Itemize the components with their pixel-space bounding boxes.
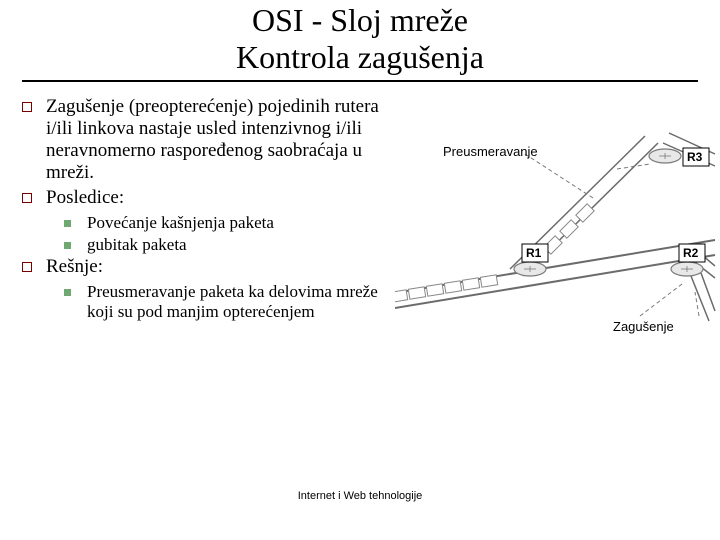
bullet-item: Posledice: <box>20 187 405 209</box>
bullet-item: Rešnje: <box>20 256 405 278</box>
sub-bullet-item: Preusmeravanje paketa ka delovima mreže … <box>64 282 405 321</box>
bullet-text: Posledice: <box>46 187 405 209</box>
sub-bullet-icon <box>64 220 71 227</box>
sub-bullet-icon <box>64 242 71 249</box>
sub-bullet-icon <box>64 289 71 296</box>
slide-title: OSI - Sloj mreže Kontrola zagušenja <box>0 0 720 76</box>
bullet-text: Rešnje: <box>46 256 405 278</box>
bullet-icon <box>22 193 32 203</box>
svg-text:R3: R3 <box>687 150 703 164</box>
svg-text:R2: R2 <box>683 246 699 260</box>
network-diagram: R1 R2 R3 Preusmeravanje Zagušenje <box>395 106 720 346</box>
title-line-1: OSI - Sloj mreže <box>0 2 720 39</box>
bullet-icon <box>22 102 32 112</box>
sub-bullet-item: Povećanje kašnjenja paketa <box>64 213 405 233</box>
bullet-icon <box>22 262 32 272</box>
content-area: Zagušenje (preopterećenje) pojedinih rut… <box>0 82 720 323</box>
diagram-column: R1R2R3PreusmeravanjeZagušenje <box>405 96 700 323</box>
bullet-item: Zagušenje (preopterećenje) pojedinih rut… <box>20 96 405 183</box>
svg-text:R1: R1 <box>526 246 542 260</box>
text-column: Zagušenje (preopterećenje) pojedinih rut… <box>20 96 405 323</box>
sub-bullet-item: gubitak paketa <box>64 235 405 255</box>
footer-text: Internet i Web tehnologije <box>0 490 720 502</box>
svg-text:Preusmeravanje: Preusmeravanje <box>443 144 538 159</box>
sub-bullet-text: Povećanje kašnjenja paketa <box>87 213 274 233</box>
bullet-text: Zagušenje (preopterećenje) pojedinih rut… <box>46 96 405 183</box>
sub-bullet-text: gubitak paketa <box>87 235 187 255</box>
title-line-2: Kontrola zagušenja <box>0 39 720 76</box>
svg-text:Zagušenje: Zagušenje <box>613 319 674 334</box>
sub-bullet-text: Preusmeravanje paketa ka delovima mreže … <box>87 282 405 321</box>
